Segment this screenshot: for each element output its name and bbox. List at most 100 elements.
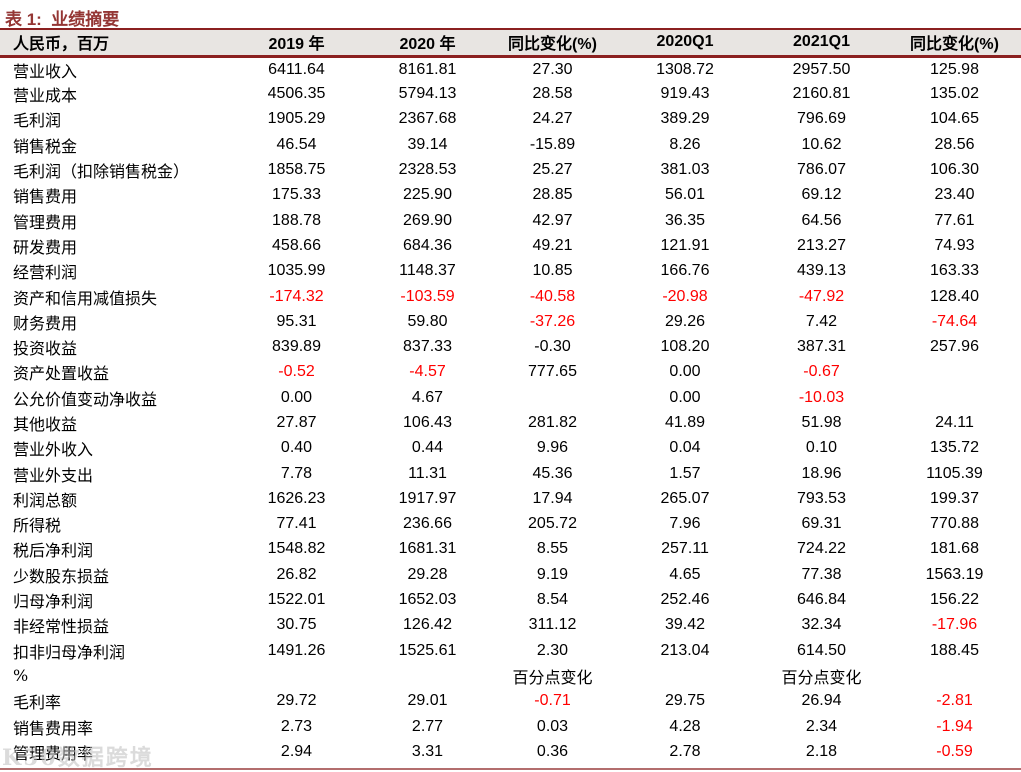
cell: -20.98 bbox=[662, 287, 708, 305]
cell: 2.77 bbox=[411, 717, 444, 735]
cell: 389.29 bbox=[660, 110, 710, 128]
row-label: 税后净利润 bbox=[13, 541, 94, 561]
cell: 1105.39 bbox=[926, 464, 983, 482]
header-unit-label: 人民币，百万 bbox=[0, 28, 228, 58]
table-row: 资产和信用减值损失 -174.32 -103.59 -40.58 -20.98 -47.9… bbox=[0, 284, 1021, 309]
cell: 77.61 bbox=[934, 211, 975, 229]
cell: 104.65 bbox=[930, 110, 979, 128]
cell: 3.31 bbox=[411, 742, 444, 760]
table-row: 财务费用 95.31 59.80 -37.26 29.26 7.42 -74.64 bbox=[0, 309, 1021, 334]
table-row: 毛利润（扣除销售税金） 1858.75 2328.53 25.27 381.03 786.… bbox=[0, 157, 1021, 182]
row-label: 归母净利润 bbox=[13, 592, 94, 612]
cell: 29.72 bbox=[276, 692, 317, 710]
table-row: 营业外收入 0.40 0.44 9.96 0.04 0.10 135.72 bbox=[0, 436, 1021, 461]
table-row: 销售费用率 2.73 2.77 0.03 4.28 2.34 -1.94 bbox=[0, 714, 1021, 739]
table-row: 所得税 77.41 236.66 205.72 7.96 69.31 770.88 bbox=[0, 512, 1021, 537]
cell: 28.56 bbox=[934, 135, 975, 153]
cell: 225.90 bbox=[403, 186, 452, 204]
row-label: 其他收益 bbox=[13, 415, 78, 434]
table-body: 营业收入 6411.64 8161.81 27.30 1308.72 2957.50 125… bbox=[0, 56, 1021, 765]
cell bbox=[365, 663, 490, 688]
cell: 39.14 bbox=[407, 135, 448, 153]
cell: 24.11 bbox=[935, 414, 974, 431]
cell: 770.88 bbox=[930, 515, 979, 533]
cell: 125.98 bbox=[930, 60, 979, 78]
row-label: 资产处置收益 bbox=[13, 364, 110, 384]
cell: 56.01 bbox=[664, 186, 706, 204]
header-col-5: 2021Q1 bbox=[755, 28, 888, 58]
cell: 45.36 bbox=[532, 464, 573, 482]
cell: 188.78 bbox=[272, 211, 321, 229]
cell: 839.89 bbox=[272, 338, 321, 356]
cell: 236.66 bbox=[403, 515, 452, 533]
cell: 684.36 bbox=[403, 236, 452, 254]
cell: 777.65 bbox=[528, 363, 577, 381]
cell: 0.00 bbox=[669, 363, 701, 381]
cell: 188.45 bbox=[930, 641, 979, 659]
table-row: 毛利率 29.72 29.01 -0.71 29.75 26.94 -2.81 bbox=[0, 689, 1021, 714]
cell: 49.21 bbox=[532, 236, 573, 254]
cell: 8.54 bbox=[536, 591, 569, 609]
header-col-6: 同比变化(%) bbox=[888, 28, 1021, 58]
cell: 36.35 bbox=[664, 211, 706, 229]
cell: 69.31 bbox=[801, 515, 842, 533]
table-row: 归母净利润 1522.01 1652.03 8.54 252.46 646.84 156.2… bbox=[0, 587, 1021, 612]
cell: 4.67 bbox=[411, 388, 444, 406]
cell: 9.96 bbox=[536, 439, 569, 457]
row-label: 所得税 bbox=[13, 516, 62, 536]
cell: 121.91 bbox=[660, 236, 710, 254]
cell: 163.33 bbox=[930, 262, 979, 280]
cell: 11.31 bbox=[408, 464, 447, 482]
cell: 百分点变化 bbox=[781, 667, 862, 687]
row-label: 投资收益 bbox=[13, 339, 78, 359]
cell: -2.81 bbox=[936, 692, 973, 710]
cell: 156.22 bbox=[930, 591, 979, 609]
cell: 8.55 bbox=[536, 540, 569, 558]
cell: 281.82 bbox=[528, 414, 577, 431]
cell bbox=[490, 385, 615, 410]
cell: 29.28 bbox=[407, 565, 448, 583]
cell: 724.22 bbox=[797, 540, 846, 558]
cell: 百分点变化 bbox=[512, 667, 593, 687]
cell: 77.38 bbox=[801, 565, 842, 583]
table-row: 营业外支出 7.78 11.31 45.36 1.57 18.96 1105.39 bbox=[0, 461, 1021, 486]
cell: 126.42 bbox=[403, 616, 452, 634]
cell: 458.66 bbox=[272, 236, 321, 254]
header-col-4: 2020Q1 bbox=[615, 28, 755, 58]
cell: 27.87 bbox=[276, 414, 317, 431]
cell: 1626.23 bbox=[267, 489, 326, 507]
cell: 4.65 bbox=[669, 565, 701, 583]
row-label: 管理费用 bbox=[13, 212, 78, 232]
table-row: 扣非归母净利润 1491.26 1525.61 2.30 213.04 614.50 188… bbox=[0, 638, 1021, 663]
table-row: 利润总额 1626.23 1917.97 17.94 265.07 793.53 199.3… bbox=[0, 486, 1021, 511]
cell: -47.92 bbox=[798, 287, 845, 305]
row-label: 管理费用率 bbox=[13, 743, 94, 763]
cell: -1.94 bbox=[936, 717, 973, 735]
cell: 106.30 bbox=[930, 161, 979, 179]
cell: -0.30 bbox=[534, 338, 571, 356]
row-label: 销售费用 bbox=[13, 187, 78, 207]
cell: 1308.72 bbox=[656, 60, 714, 78]
cell: 252.46 bbox=[660, 591, 710, 609]
cell: 29.26 bbox=[664, 312, 706, 330]
table-header: 人民币，百万 2019 年 2020 年同比变化(%) 2020Q1 2021Q1 同比变… bbox=[0, 28, 1021, 58]
cell: 106.43 bbox=[403, 414, 452, 431]
cell: 64.56 bbox=[801, 211, 842, 229]
cell: 17.94 bbox=[532, 489, 573, 507]
cell: 1652.03 bbox=[398, 591, 457, 609]
table-row: 资产处置收益 -0.52 -4.57 777.65 0.00 -0.67 bbox=[0, 360, 1021, 385]
cell: 26.94 bbox=[801, 692, 842, 710]
table-row: % 百分点变化 百分点变化 bbox=[0, 663, 1021, 688]
row-label: 资产和信用减值损失 bbox=[13, 288, 158, 308]
cell: 381.03 bbox=[660, 161, 710, 179]
cell: 27.30 bbox=[532, 60, 573, 78]
row-label: 毛利润（扣除销售税金） bbox=[13, 162, 190, 182]
row-label: 财务费用 bbox=[13, 313, 78, 333]
table-bottom-rule bbox=[0, 768, 1021, 770]
cell: 0.00 bbox=[669, 388, 701, 406]
cell: -10.03 bbox=[798, 388, 845, 406]
cell bbox=[888, 663, 1021, 688]
row-label: 公允价值变动净收益 bbox=[13, 389, 158, 409]
cell: 786.07 bbox=[797, 161, 846, 179]
row-label: % bbox=[13, 666, 29, 686]
